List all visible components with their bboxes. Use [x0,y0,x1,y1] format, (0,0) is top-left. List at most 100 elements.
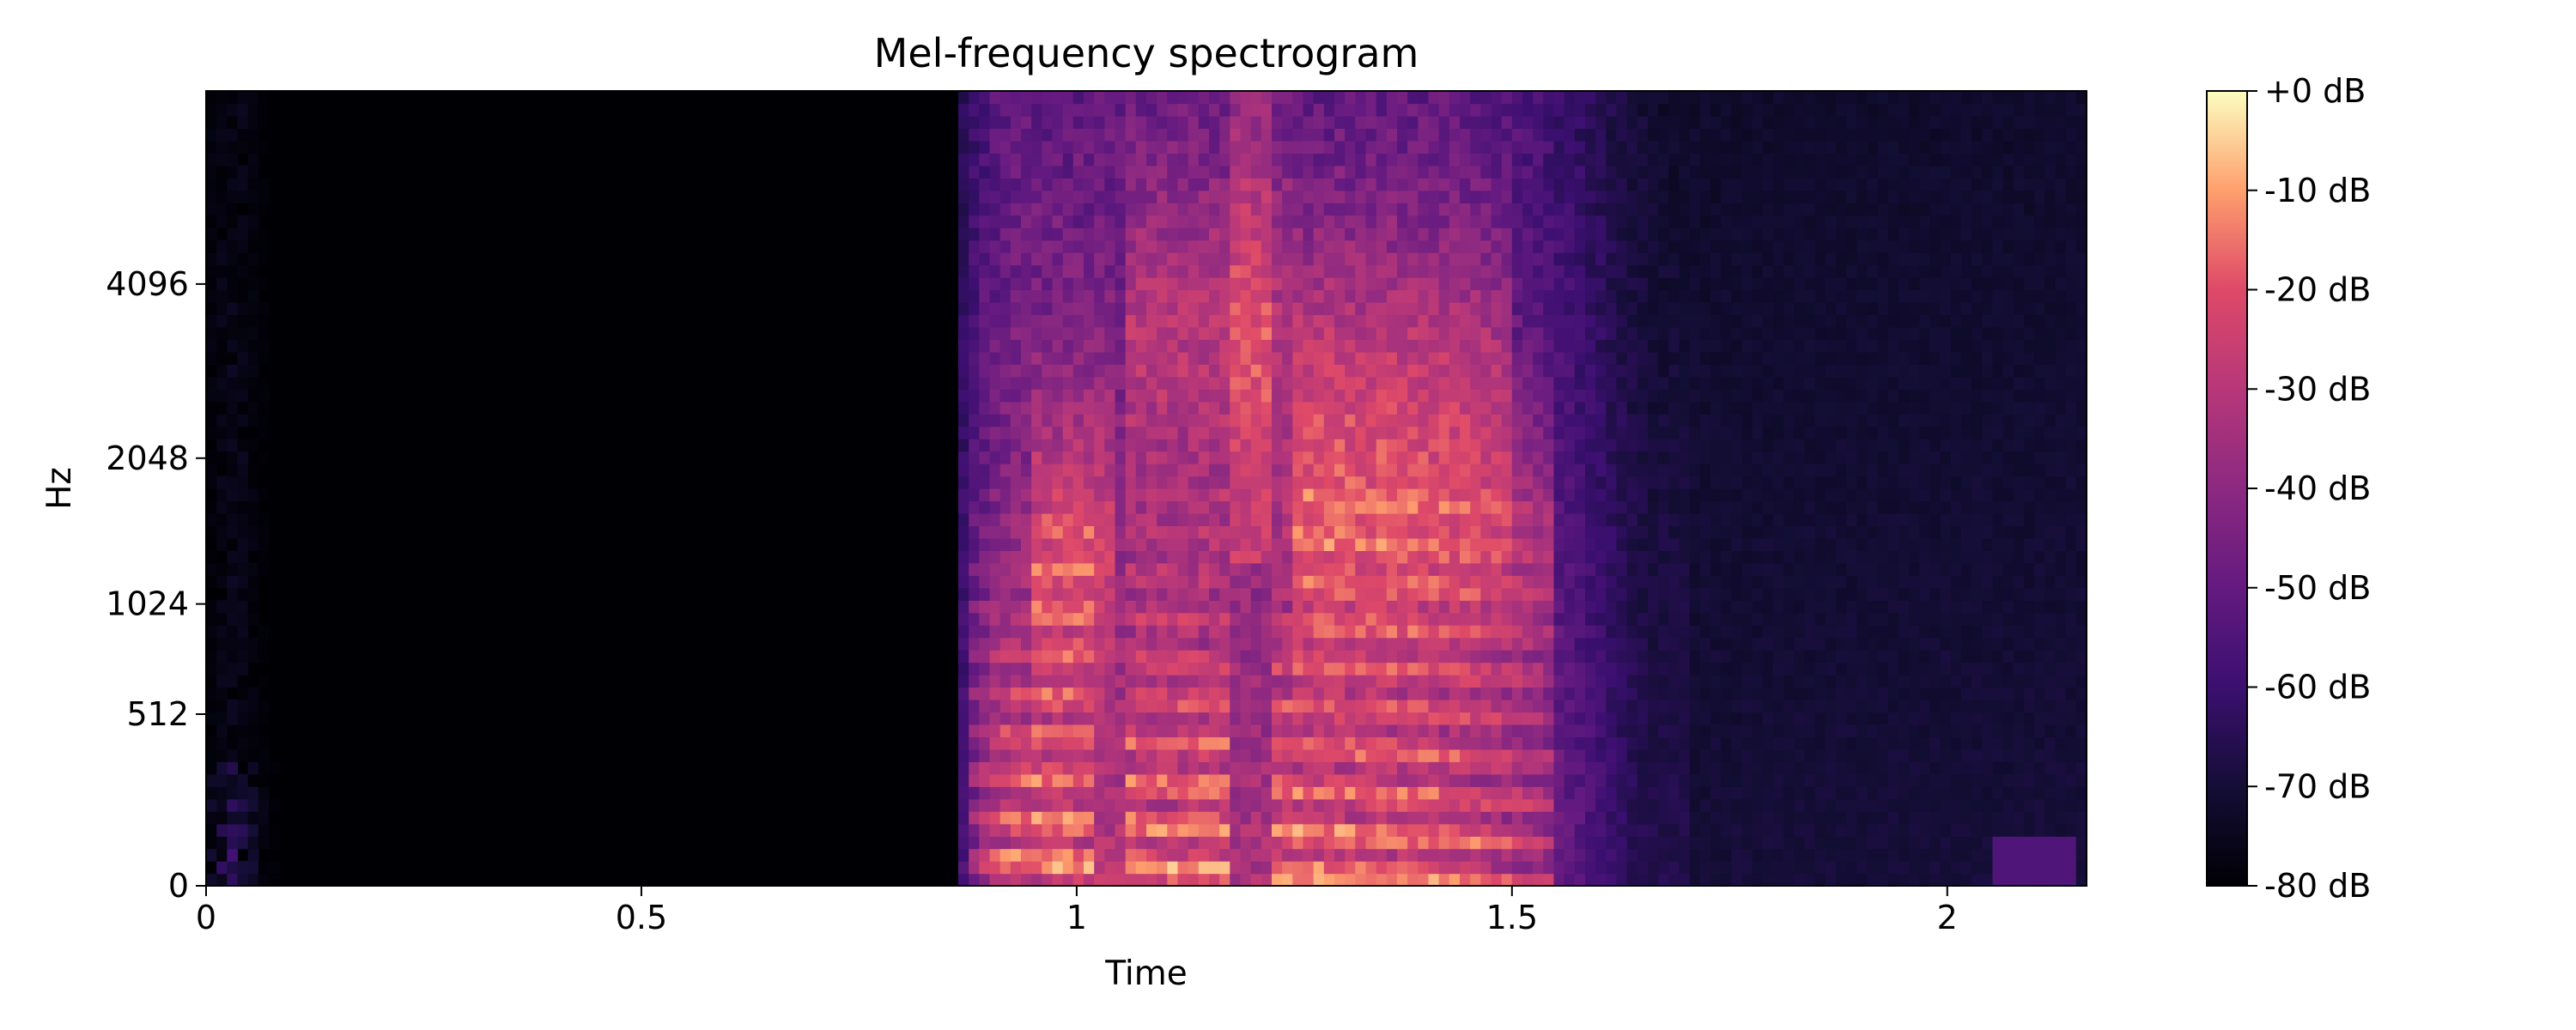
spectrogram-cell [227,115,239,129]
spectrogram-cell [247,203,259,216]
spectrogram-cell [1135,451,1147,464]
spectrogram-cell [1115,364,1127,378]
spectrogram-cell [1042,376,1054,390]
spectrogram-cell [1094,736,1105,750]
spectrogram-cell [969,861,980,875]
spectrogram-cell [1585,525,1596,539]
spectrogram-cell [1679,600,1691,614]
spectrogram-cell [1157,326,1168,340]
spectrogram-cell [1021,625,1032,639]
spectrogram-cell [1188,128,1200,142]
spectrogram-cell [1418,773,1430,787]
spectrogram-cell [1386,203,1398,216]
spectrogram-cell [227,464,239,477]
spectrogram-cell [1010,873,1022,887]
spectrogram-cell [1303,550,1315,564]
spectrogram-cell [1606,836,1618,850]
spectrogram-cell [1303,215,1315,228]
spectrogram-cell [1250,364,1262,378]
spectrogram-cell [1428,712,1440,725]
spectrogram-cell [1334,798,1346,812]
spectrogram-cell [1188,662,1200,676]
spectrogram-cell [1418,389,1430,403]
spectrogram-cell [206,476,217,489]
spectrogram-cell [269,861,280,875]
spectrogram-cell [979,115,991,129]
spectrogram-cell [1574,401,1586,415]
spectrogram-cell [1648,612,1659,626]
spectrogram-cell [1292,215,1304,228]
spectrogram-cell [1376,277,1388,291]
spectrogram-cell [237,339,249,353]
spectrogram-cell [1272,836,1283,850]
spectrogram-cell [1407,277,1419,291]
spectrogram-cell [1094,798,1105,812]
spectrogram-cell [1543,364,1555,378]
spectrogram-cell [1104,637,1116,651]
spectrogram-cell [979,264,991,278]
spectrogram-cell [1397,401,1408,415]
spectrogram-cell [1564,861,1576,875]
spectrogram-cell [1084,103,1095,117]
spectrogram-cell [1658,512,1669,526]
spectrogram-cell [1230,587,1242,601]
spectrogram-cell [1219,736,1230,750]
spectrogram-cell [1689,724,1701,737]
spectrogram-cell [1188,848,1200,862]
spectrogram-cell [1365,525,1377,539]
spectrogram-cell [1250,190,1262,203]
spectrogram-cell [1209,302,1220,316]
spectrogram-cell [1240,823,1252,837]
spectrogram-cell [1219,748,1230,762]
spectrogram-cell [1094,773,1105,787]
spectrogram-cell [1564,239,1576,253]
spectrogram-cell [1574,587,1586,601]
spectrogram-cell [247,439,259,452]
spectrogram-cell [1689,712,1701,725]
spectrogram-cell [1397,239,1408,253]
spectrogram-cell [1595,91,1607,105]
spectrogram-cell [1407,500,1419,514]
spectrogram-cell [1689,662,1701,676]
spectrogram-cell [1146,724,1157,737]
spectrogram-cell [1533,700,1544,713]
spectrogram-cell [1072,476,1084,489]
spectrogram-cell [1480,712,1492,725]
spectrogram-cell [1386,264,1398,278]
spectrogram-cell [1585,401,1596,415]
spectrogram-cell [1272,650,1283,663]
spectrogram-cell [1177,401,1189,415]
spectrogram-cell [1146,426,1157,439]
spectrogram-cell [1052,488,1064,502]
spectrogram-cell [1386,91,1398,105]
spectrogram-cell [1230,650,1242,663]
spectrogram-cell [1209,389,1220,403]
spectrogram-cell [206,798,217,812]
spectrogram-cell [1564,326,1576,340]
spectrogram-cell [1543,140,1555,154]
spectrogram-cell [1282,836,1293,850]
spectrogram-cell [1480,500,1492,514]
spectrogram-cell [1188,748,1200,762]
spectrogram-cell [1010,550,1022,564]
spectrogram-cell [1648,675,1659,688]
spectrogram-cell [1094,724,1105,737]
spectrogram-cell [237,103,249,117]
spectrogram-cell [1052,128,1064,142]
spectrogram-cell [1042,203,1054,216]
spectrogram-cell [1072,836,1084,850]
spectrogram-cell [1543,848,1555,862]
spectrogram-cell [1177,748,1189,762]
spectrogram-cell [1209,439,1220,452]
spectrogram-cell [1104,389,1116,403]
spectrogram-cell [1376,128,1388,142]
spectrogram-cell [1637,712,1649,725]
spectrogram-cell [1595,724,1607,737]
spectrogram-cell [1240,215,1252,228]
spectrogram-cell [1021,488,1032,502]
spectrogram-cell [1522,215,1534,228]
spectrogram-cell [1062,798,1074,812]
spectrogram-cell [989,488,1001,502]
spectrogram-cell [216,811,228,825]
spectrogram-cell [1428,190,1440,203]
